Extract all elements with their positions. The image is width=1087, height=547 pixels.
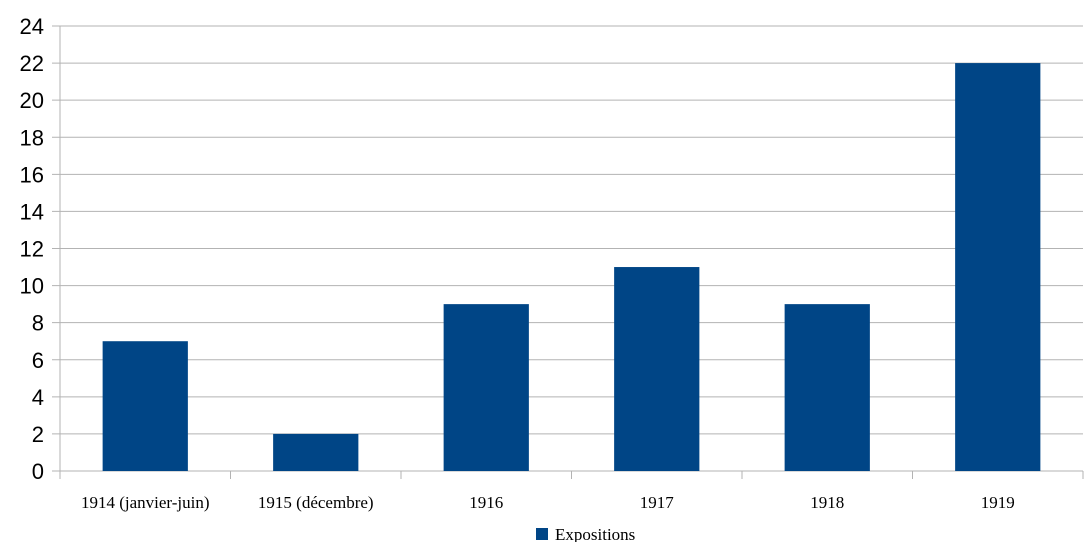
- y-tick-label: 6: [32, 348, 44, 373]
- y-tick-label: 12: [20, 237, 44, 262]
- y-tick-label: 16: [20, 162, 44, 187]
- x-tick-label: 1919: [981, 493, 1015, 512]
- y-tick-label: 22: [20, 51, 44, 76]
- bar-2: [273, 433, 359, 471]
- y-tick-label: 2: [32, 422, 44, 447]
- y-tick-label: 24: [20, 14, 44, 39]
- y-tick-label: 18: [20, 125, 44, 150]
- y-tick-label: 20: [20, 88, 44, 113]
- legend-label-expositions: Expositions: [555, 525, 635, 542]
- axes: [59, 26, 1084, 479]
- bar-6: [955, 63, 1041, 471]
- x-tick-label: 1916: [469, 493, 503, 512]
- bar-1: [102, 341, 188, 471]
- y-tick-label: 8: [32, 311, 44, 336]
- bar-4: [614, 267, 700, 471]
- bar-3: [443, 304, 529, 471]
- y-tick-label: 4: [32, 385, 44, 410]
- y-tick-label: 14: [20, 199, 44, 224]
- x-tick-label: 1917: [640, 493, 675, 512]
- x-tick-label: 1915 (décembre): [258, 493, 374, 512]
- legend-swatch: [536, 528, 548, 540]
- y-tick-label: 0: [32, 459, 44, 484]
- x-tick-label: 1918: [810, 493, 844, 512]
- bars: [102, 63, 1041, 471]
- gridlines: [52, 25, 1083, 472]
- x-tick-label: 1914 (janvier-juin): [81, 493, 210, 512]
- legend: Expositions: [536, 525, 635, 544]
- x-tick-labels: 1914 (janvier-juin) 1915 (décembre) 1916 19…: [81, 493, 1015, 512]
- bar-5: [784, 304, 870, 471]
- y-tick-label: 10: [20, 274, 44, 299]
